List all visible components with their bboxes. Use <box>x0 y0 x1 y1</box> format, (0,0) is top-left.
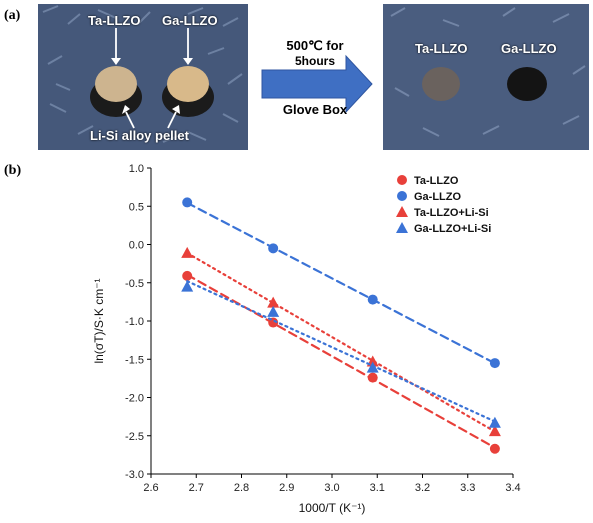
legend-label: Ga-LLZO <box>414 191 461 203</box>
fit-line-2 <box>186 201 496 365</box>
y-tick-label: 0.0 <box>129 240 144 252</box>
data-point <box>489 443 500 454</box>
legend-marker <box>397 175 407 185</box>
data-point <box>181 246 194 258</box>
left-photo-scene <box>38 4 248 150</box>
y-tick-label: -2.5 <box>125 431 144 443</box>
legend-label: Ta-LLZO+Li-Si <box>414 207 489 219</box>
x-tick-label: 2.8 <box>234 482 249 494</box>
data-point <box>181 280 194 292</box>
cloth-pattern <box>42 5 243 143</box>
ga-after-pellet <box>507 67 547 101</box>
x-tick-label: 2.9 <box>279 482 294 494</box>
x-tick-label: 3.1 <box>370 482 385 494</box>
legend-label: Ta-LLZO <box>414 175 459 187</box>
ta-pellet <box>95 66 137 102</box>
ta-after-pellet <box>422 67 460 101</box>
x-tick-label: 3.4 <box>505 482 520 494</box>
y-tick-label: -2.0 <box>125 393 144 405</box>
ga-pellet <box>167 66 209 102</box>
x-tick-label: 2.7 <box>189 482 204 494</box>
legend-marker <box>397 191 407 201</box>
y-tick-label: -1.5 <box>125 354 144 366</box>
alloy-arrow-right <box>167 111 177 129</box>
fit-line-4 <box>186 280 496 423</box>
x-tick-label: 2.6 <box>143 482 158 494</box>
left-ga-label: Ga-LLZO <box>162 13 218 28</box>
x-tick-label: 3.2 <box>415 482 430 494</box>
left-photo: Ta-LLZO Ga-LLZO Li-Si alloy pellet <box>38 4 248 150</box>
process-time: 5hours <box>294 54 335 68</box>
y-tick-label: -1.0 <box>125 316 144 328</box>
data-point <box>182 270 193 281</box>
data-point <box>267 305 280 317</box>
data-point <box>268 243 279 254</box>
data-point <box>367 372 378 383</box>
right-photo-scene <box>383 4 589 150</box>
cloth-pattern-right <box>390 7 586 137</box>
fit-line-1 <box>186 273 496 449</box>
data-point <box>488 425 501 437</box>
y-tick-label: 1.0 <box>129 163 144 175</box>
legend-marker <box>396 206 408 217</box>
blue-arrow <box>261 54 373 114</box>
process-arrow: 500℃ for 5hours Glove Box <box>258 32 376 126</box>
alloy-caption: Li-Si alloy pellet <box>90 128 189 143</box>
data-point <box>488 416 501 428</box>
process-env: Glove Box <box>282 102 348 117</box>
data-point <box>182 197 193 208</box>
x-tick-label: 3.3 <box>460 482 475 494</box>
data-point <box>489 358 500 369</box>
y-tick-label: -0.5 <box>125 278 144 290</box>
left-ta-label: Ta-LLZO <box>88 13 141 28</box>
y-axis-label: ln(σT)/S·K cm⁻¹ <box>92 278 106 363</box>
panel-a-label: (a) <box>4 8 21 23</box>
fit-line-3 <box>186 251 496 433</box>
x-axis-label: 1000/T (K⁻¹) <box>299 501 366 515</box>
panel-b-label: (b) <box>4 163 22 178</box>
legend-marker <box>396 222 408 233</box>
right-ga-label: Ga-LLZO <box>501 41 557 56</box>
data-point <box>367 294 378 305</box>
data-point <box>366 361 379 373</box>
data-point <box>267 296 280 308</box>
x-tick-label: 3.0 <box>324 482 339 494</box>
y-tick-label: -3.0 <box>125 469 144 481</box>
process-temp: 500℃ for <box>286 38 344 53</box>
y-tick-label: 0.5 <box>129 201 144 213</box>
right-photo: Ta-LLZO Ga-LLZO <box>383 4 589 150</box>
right-ta-label: Ta-LLZO <box>415 41 468 56</box>
legend-label: Ga-LLZO+Li-Si <box>414 223 491 235</box>
alloy-arrow-left <box>125 111 135 129</box>
